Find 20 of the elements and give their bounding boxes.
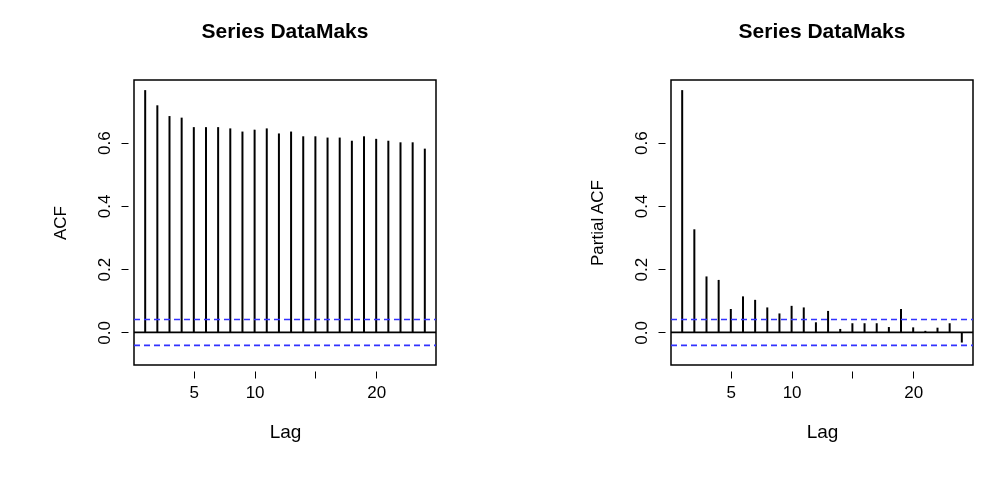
x-tick-label: 10	[245, 382, 265, 402]
y-axis-title: Partial ACF	[587, 180, 607, 266]
y-tick-label: 0.6	[631, 131, 651, 155]
y-tick-label: 0.4	[94, 194, 114, 219]
y-tick-label: 0.0	[94, 321, 114, 345]
y-tick-label: 0.6	[94, 131, 114, 155]
chart-title: Series DataMaks	[738, 19, 906, 42]
y-tick-label: 0.2	[94, 257, 114, 282]
y-tick-label: 0.0	[631, 321, 651, 345]
y-axis-title: ACF	[50, 206, 70, 240]
x-tick-label: 10	[782, 382, 802, 402]
x-tick-label: 5	[726, 382, 737, 402]
x-tick-label: 5	[189, 382, 200, 402]
x-axis-title: Lag	[269, 420, 302, 442]
y-tick-label: 0.4	[631, 194, 651, 219]
chart-title: Series DataMaks	[201, 19, 369, 42]
x-tick-label: 20	[367, 382, 387, 402]
x-tick-label: 20	[904, 382, 924, 402]
y-tick-label: 0.2	[631, 257, 651, 282]
x-axis-title: Lag	[806, 420, 839, 442]
